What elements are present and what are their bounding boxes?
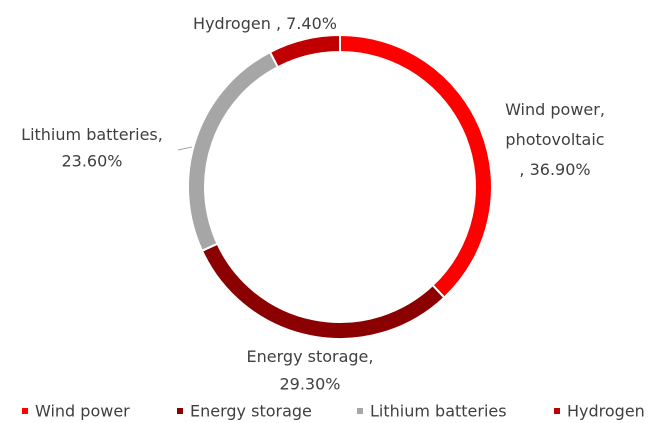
data-label-name: Energy storage, [247,347,374,366]
donut-slice [187,50,280,253]
data-label: Lithium batteries, [21,125,163,144]
legend-marker [22,408,28,414]
legend-label: Lithium batteries [370,402,507,421]
data-label: Wind power, [505,100,605,119]
leader-line [177,146,193,151]
legend-marker [177,408,183,414]
data-label-name: Lithium batteries, [21,125,163,144]
data-label: Energy storage, [247,347,374,366]
data-label: , 36.90% [519,160,590,179]
legend-label: Wind power [35,402,130,421]
data-label-value: 29.30% [279,375,340,394]
data-label: photovoltaic [505,130,604,149]
donut-slice [268,33,341,69]
legend-marker [357,408,363,414]
data-label-name: Hydrogen , [193,14,281,33]
data-label: Hydrogen , 7.40% [193,14,337,33]
data-label-value: 36.90% [530,160,591,179]
data-label-name: , [519,160,524,179]
legend-marker [554,408,560,414]
donut-slice [200,242,446,340]
data-label-name: photovoltaic [505,130,604,149]
data-label-name: Wind power, [505,100,605,119]
donut-slice [339,33,493,299]
data-label-value: 7.40% [286,14,337,33]
legend-label: Hydrogen [567,402,645,421]
data-label-value: 23.60% [61,152,122,171]
legend-label: Energy storage [190,402,312,421]
